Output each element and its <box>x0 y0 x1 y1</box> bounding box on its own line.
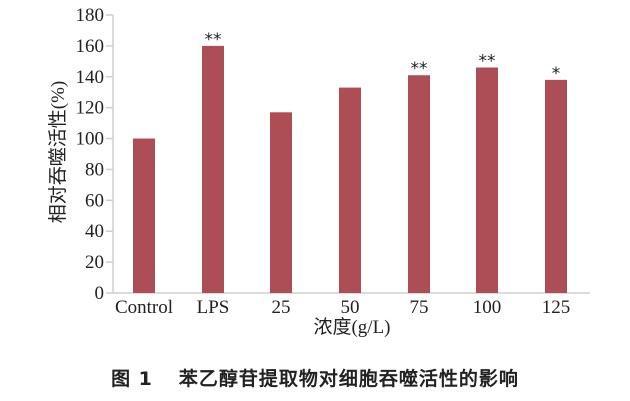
y-tick-label: 100 <box>76 129 105 150</box>
figure-caption: 图 1 苯乙醇苷提取物对细胞吞噬活性的影响 <box>0 364 630 391</box>
x-axis-label: 浓度(g/L) <box>313 316 390 338</box>
y-tick-label: 0 <box>95 283 105 304</box>
bar-100 <box>476 67 498 293</box>
bar-125 <box>545 79 567 293</box>
y-tick-label: 40 <box>85 221 104 242</box>
bar-25 <box>270 112 292 293</box>
y-axis-ticks: 0 20 40 60 80 100 120 140 160 180 <box>76 5 113 304</box>
y-tick-label: 140 <box>76 67 105 88</box>
significance-marker: ** <box>205 30 222 50</box>
x-category-label: 25 <box>272 297 291 318</box>
y-tick-label: 80 <box>85 159 104 180</box>
y-tick-label: 120 <box>76 98 105 119</box>
bar-control <box>133 138 155 293</box>
figure-title: 苯乙醇苷提取物对细胞吞噬活性的影响 <box>178 368 519 390</box>
bar-75 <box>408 75 430 293</box>
x-axis-categories: Control LPS 25 50 75 100 125 <box>115 297 570 318</box>
x-category-label: Control <box>115 297 173 318</box>
bars: **** *** <box>133 30 567 294</box>
significance-marker: * <box>552 64 561 84</box>
bar-50 <box>339 87 361 293</box>
x-category-label: 100 <box>473 297 502 318</box>
significance-marker: ** <box>479 52 496 72</box>
x-category-label: 75 <box>410 297 429 318</box>
x-category-label: 50 <box>341 297 360 318</box>
x-category-label: LPS <box>197 297 230 318</box>
x-category-label: 125 <box>542 297 571 318</box>
bar-lps <box>202 45 224 294</box>
figure-number: 图 1 <box>111 368 153 390</box>
y-axis-label: 相对吞噬活性(%) <box>47 81 69 223</box>
y-tick-label: 180 <box>76 5 105 26</box>
y-tick-label: 160 <box>76 36 105 57</box>
y-tick-label: 20 <box>85 252 104 273</box>
y-tick-label: 60 <box>85 190 104 211</box>
significance-marker: ** <box>411 59 428 79</box>
